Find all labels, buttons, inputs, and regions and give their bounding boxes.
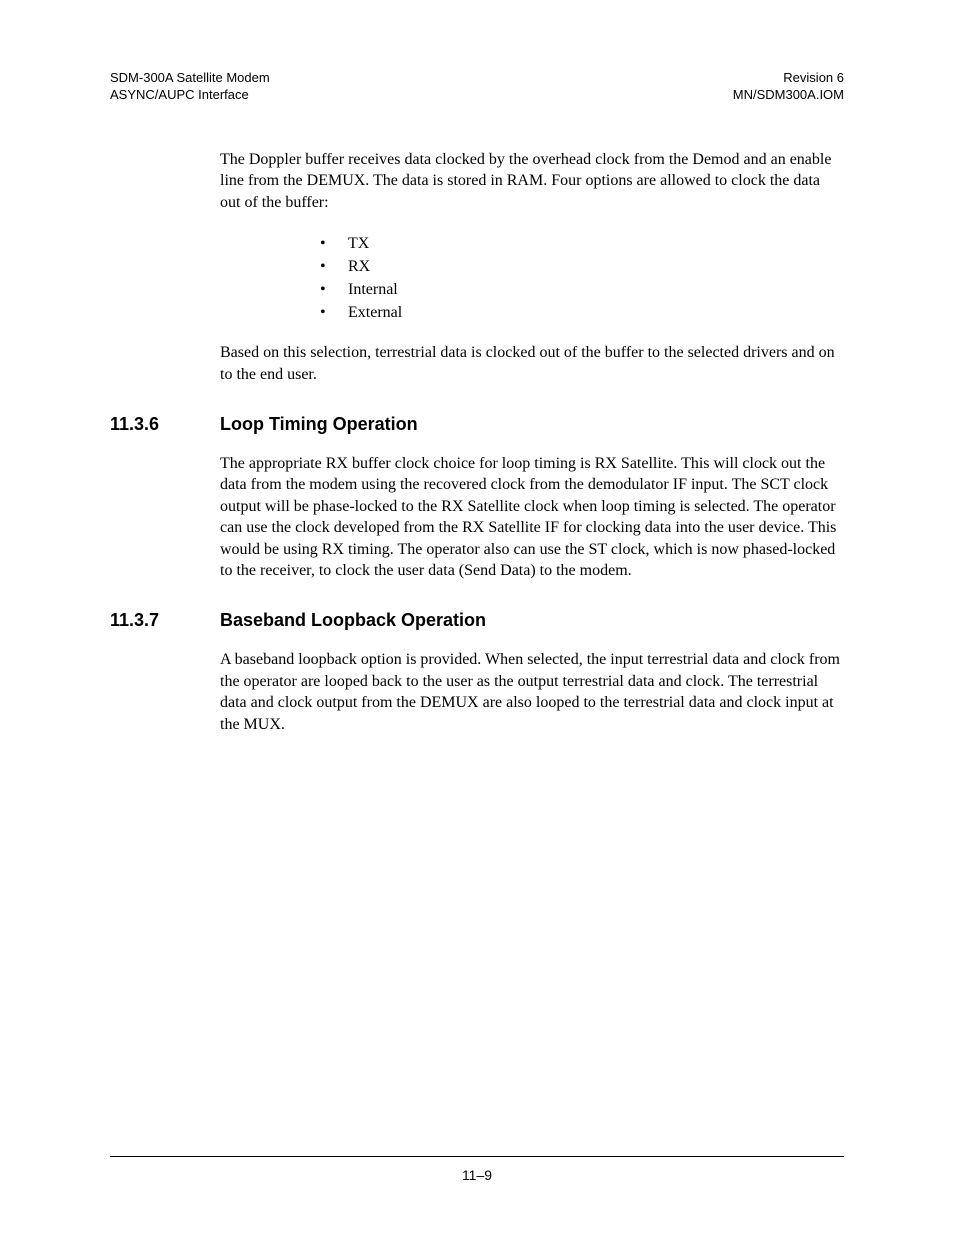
header-docid: MN/SDM300A.IOM [733,87,844,104]
list-item: TX [320,232,844,255]
section-title: Baseband Loopback Operation [220,610,486,631]
post-list-paragraph: Based on this selection, terrestrial dat… [220,342,844,385]
header-product: SDM-300A Satellite Modem [110,70,270,87]
clock-options-list: TX RX Internal External [320,232,844,325]
section-paragraph: The appropriate RX buffer clock choice f… [220,453,844,583]
page-container: SDM-300A Satellite Modem ASYNC/AUPC Inte… [0,0,954,1235]
header-revision: Revision 6 [733,70,844,87]
page-header: SDM-300A Satellite Modem ASYNC/AUPC Inte… [110,70,844,104]
header-subtitle: ASYNC/AUPC Interface [110,87,270,104]
list-item: RX [320,255,844,278]
section-title: Loop Timing Operation [220,414,418,435]
header-left: SDM-300A Satellite Modem ASYNC/AUPC Inte… [110,70,270,104]
page-number: 11–9 [462,1167,492,1183]
section-heading: 11.3.7 Baseband Loopback Operation [110,610,844,631]
list-item: Internal [320,278,844,301]
section-heading: 11.3.6 Loop Timing Operation [110,414,844,435]
header-right: Revision 6 MN/SDM300A.IOM [733,70,844,104]
section-number: 11.3.7 [110,610,220,631]
list-item: External [320,301,844,324]
intro-paragraph: The Doppler buffer receives data clocked… [220,149,844,214]
page-footer: 11–9 [110,1156,844,1183]
section-paragraph: A baseband loopback option is provided. … [220,649,844,735]
section-number: 11.3.6 [110,414,220,435]
